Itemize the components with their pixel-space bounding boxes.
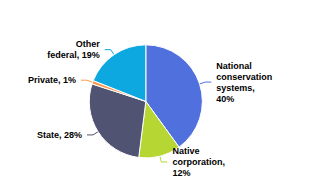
svg-text:12%: 12% xyxy=(172,168,190,178)
svg-text:State, 28%: State, 28% xyxy=(37,130,82,140)
svg-text:systems,: systems, xyxy=(216,83,255,93)
svg-text:40%: 40% xyxy=(216,94,234,104)
svg-text:Private, 1%: Private, 1% xyxy=(28,75,76,85)
svg-text:National: National xyxy=(216,61,252,71)
svg-text:federal, 19%: federal, 19% xyxy=(47,50,100,60)
svg-text:Native: Native xyxy=(172,146,199,156)
svg-text:corporation,: corporation, xyxy=(172,157,225,167)
svg-text:Other: Other xyxy=(76,39,101,49)
svg-text:conservation: conservation xyxy=(216,72,272,82)
